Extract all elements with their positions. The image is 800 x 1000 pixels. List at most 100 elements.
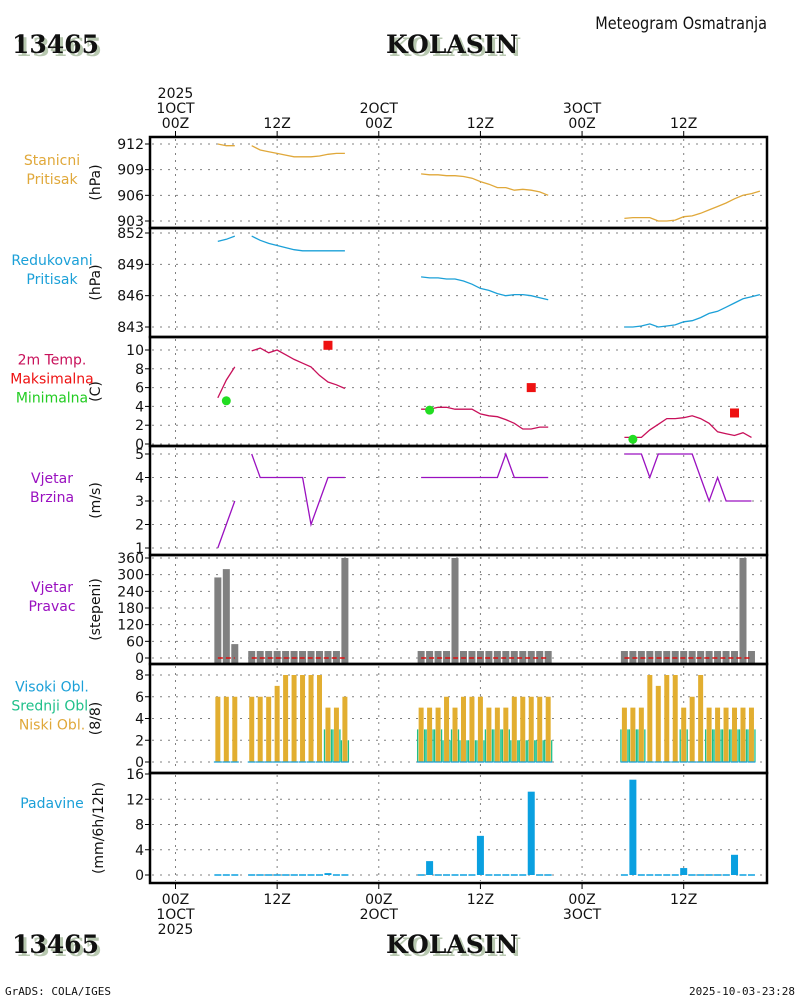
low-cloud-bar [520, 696, 526, 762]
low-cloud-bar [435, 707, 441, 762]
low-cloud-bar [316, 675, 322, 762]
series-line [421, 452, 549, 479]
y-tick-label: 2 [135, 733, 144, 749]
panel-label: Pravac [28, 599, 75, 615]
wind-direction-bar [222, 569, 230, 664]
panel-wind-speed: 1 2 3 4 5 (m/s) Vjetar Brzina [30, 444, 769, 557]
y-tick-label: 903 [117, 214, 144, 230]
y-tick-label: 4 [135, 712, 144, 728]
time-label-top: 00Z [162, 116, 189, 132]
panel-frame [148, 444, 769, 557]
max-temp-marker [730, 408, 740, 418]
low-cloud-bar [477, 696, 483, 762]
time-label-top: 12Z [467, 116, 494, 132]
time-label-bottom: 2025 [158, 922, 194, 938]
panel-label: Redukovani [11, 253, 92, 269]
panel-frame [148, 226, 769, 339]
y-tick-label: 16 [126, 767, 144, 783]
wind-direction-bar [731, 651, 739, 664]
station-name-top: KOLASIN [386, 30, 519, 59]
y-tick-label: 360 [117, 551, 144, 567]
y-tick-label: 10 [126, 343, 144, 359]
y-tick-label: 8 [135, 668, 144, 684]
y-tick-label: 6 [135, 381, 144, 397]
min-temp-marker [425, 405, 435, 415]
wind-direction-bar [451, 558, 459, 664]
low-cloud-bar [655, 685, 661, 762]
low-cloud-bar [452, 707, 458, 762]
y-axis-label: (stepeni) [88, 578, 104, 641]
series-line [217, 143, 235, 147]
station-name-bottom: KOLASIN [386, 930, 519, 959]
precip-bar [680, 868, 688, 875]
y-tick-label: 180 [117, 601, 144, 617]
time-label-top: 12Z [263, 116, 290, 132]
precip-bar [426, 861, 434, 875]
low-cloud-bar [740, 707, 746, 762]
time-label-bottom: 00Z [568, 892, 595, 908]
low-cloud-bar [223, 696, 229, 762]
low-cloud-bar [232, 696, 238, 762]
y-tick-label: 846 [117, 289, 144, 305]
y-tick-label: 906 [117, 188, 144, 204]
y-axis-label: (C) [88, 381, 104, 402]
time-label-top: 1OCT [156, 101, 195, 117]
y-tick-label: 852 [117, 226, 144, 242]
panel-label: Vjetar [31, 580, 73, 596]
max-temp-marker [323, 340, 333, 350]
low-cloud-bar [621, 707, 627, 762]
y-tick-label: 912 [117, 137, 144, 153]
low-cloud-bar [266, 696, 272, 762]
series-line [421, 173, 549, 196]
y-tick-label: 3 [135, 494, 144, 510]
time-label-bottom: 1OCT [156, 907, 195, 923]
y-axis-label: (m/s) [88, 482, 104, 519]
y-tick-label: 4 [135, 399, 144, 415]
low-cloud-bar [486, 707, 492, 762]
low-cloud-bar [427, 707, 433, 762]
time-label-top: 2025 [158, 86, 194, 102]
series-line [624, 415, 752, 439]
time-label-top: 00Z [365, 116, 392, 132]
low-cloud-bar [748, 707, 754, 762]
panel-label: 2m Temp. [18, 353, 87, 369]
series-line [251, 453, 345, 528]
precip-bar [629, 779, 637, 875]
y-axis-label: (8/8) [88, 702, 104, 735]
y-tick-label: 300 [117, 568, 144, 584]
low-cloud-bar [283, 675, 289, 762]
low-cloud-bar [325, 707, 331, 762]
y-tick-label: 1 [135, 541, 144, 557]
panel-station-pressure: 903 906 909 912 (hPa) Stanicni Pritisak [24, 135, 769, 230]
wind-direction-bar [714, 651, 722, 664]
low-cloud-bar [494, 707, 500, 762]
y-tick-label: 5 [135, 447, 144, 463]
station-id-bottom: 13465 [12, 930, 99, 959]
series-line [251, 347, 346, 390]
series-line [624, 453, 752, 503]
time-label-bottom: 00Z [162, 892, 189, 908]
panel-label: Padavine [20, 796, 84, 812]
panel-label: Pritisak [26, 172, 78, 188]
low-cloud-bar [333, 707, 339, 762]
series-line [421, 276, 549, 301]
y-axis-label: (hPa) [88, 264, 104, 300]
low-cloud-bar [308, 675, 314, 762]
panel-label: Maksimalna [10, 372, 94, 388]
wind-direction-bar [341, 558, 349, 664]
y-tick-label: 4 [135, 471, 144, 487]
y-tick-label: 6 [135, 690, 144, 706]
low-cloud-bar [647, 675, 653, 762]
low-cloud-bar [672, 675, 678, 762]
y-tick-label: 240 [117, 584, 144, 600]
y-tick-label: 843 [117, 320, 144, 336]
wind-direction-bar [722, 651, 730, 664]
min-temp-marker [221, 396, 231, 406]
y-tick-label: 909 [117, 163, 144, 179]
software-credit: GrADS: COLA/IGES [5, 985, 111, 998]
y-tick-label: 8 [135, 362, 144, 378]
time-label-top: 2OCT [360, 101, 399, 117]
wind-direction-bar [214, 577, 222, 664]
low-cloud-bar [545, 696, 551, 762]
